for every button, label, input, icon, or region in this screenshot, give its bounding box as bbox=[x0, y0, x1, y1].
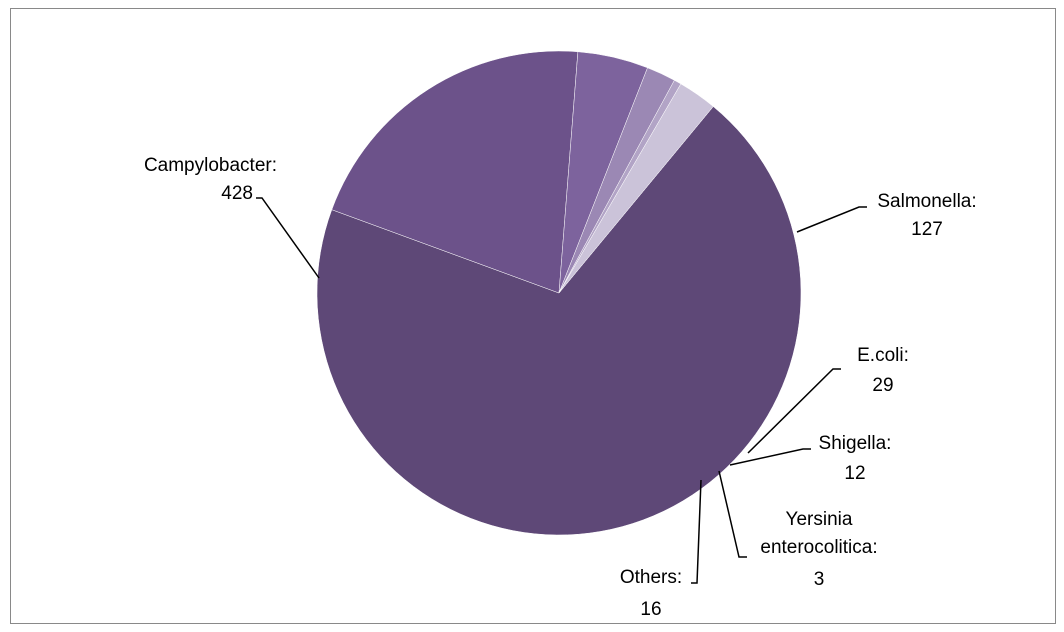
data-label: 127 bbox=[911, 219, 943, 240]
leader-lines-layer bbox=[256, 197, 867, 584]
data-label: Yersinia bbox=[786, 509, 853, 530]
data-label: 3 bbox=[814, 569, 825, 590]
data-label: E.coli: bbox=[857, 345, 909, 366]
pie-chart: Campylobacter: 428 Salmonella: 127 E.coli: 29… bbox=[144, 50, 977, 620]
data-label: 428 bbox=[221, 183, 253, 204]
leader-line bbox=[796, 206, 867, 233]
slices-layer bbox=[316, 50, 802, 536]
leader-line bbox=[729, 448, 811, 466]
pie-slice-others bbox=[558, 83, 714, 294]
leader-line bbox=[747, 368, 841, 454]
data-labels-layer: Campylobacter: 428 Salmonella: 127 E.coli: 29… bbox=[144, 155, 977, 620]
pie-slice-salmonella bbox=[331, 50, 579, 294]
data-label: enterocolitica: bbox=[760, 537, 877, 558]
data-label: Others: bbox=[620, 567, 682, 588]
leader-line bbox=[256, 197, 320, 279]
data-label: Salmonella: bbox=[877, 191, 976, 212]
data-label: Campylobacter: bbox=[144, 155, 277, 176]
leader-line bbox=[691, 479, 702, 584]
data-label: 16 bbox=[640, 599, 661, 620]
data-label: Shigella: bbox=[819, 433, 892, 454]
data-label: 12 bbox=[844, 463, 865, 484]
chart-area: Campylobacter: 428 Salmonella: 127 E.coli: 29… bbox=[10, 8, 1056, 624]
leader-line bbox=[718, 470, 747, 558]
data-label: 29 bbox=[872, 375, 893, 396]
pie-slice-campylobacter bbox=[316, 106, 802, 536]
